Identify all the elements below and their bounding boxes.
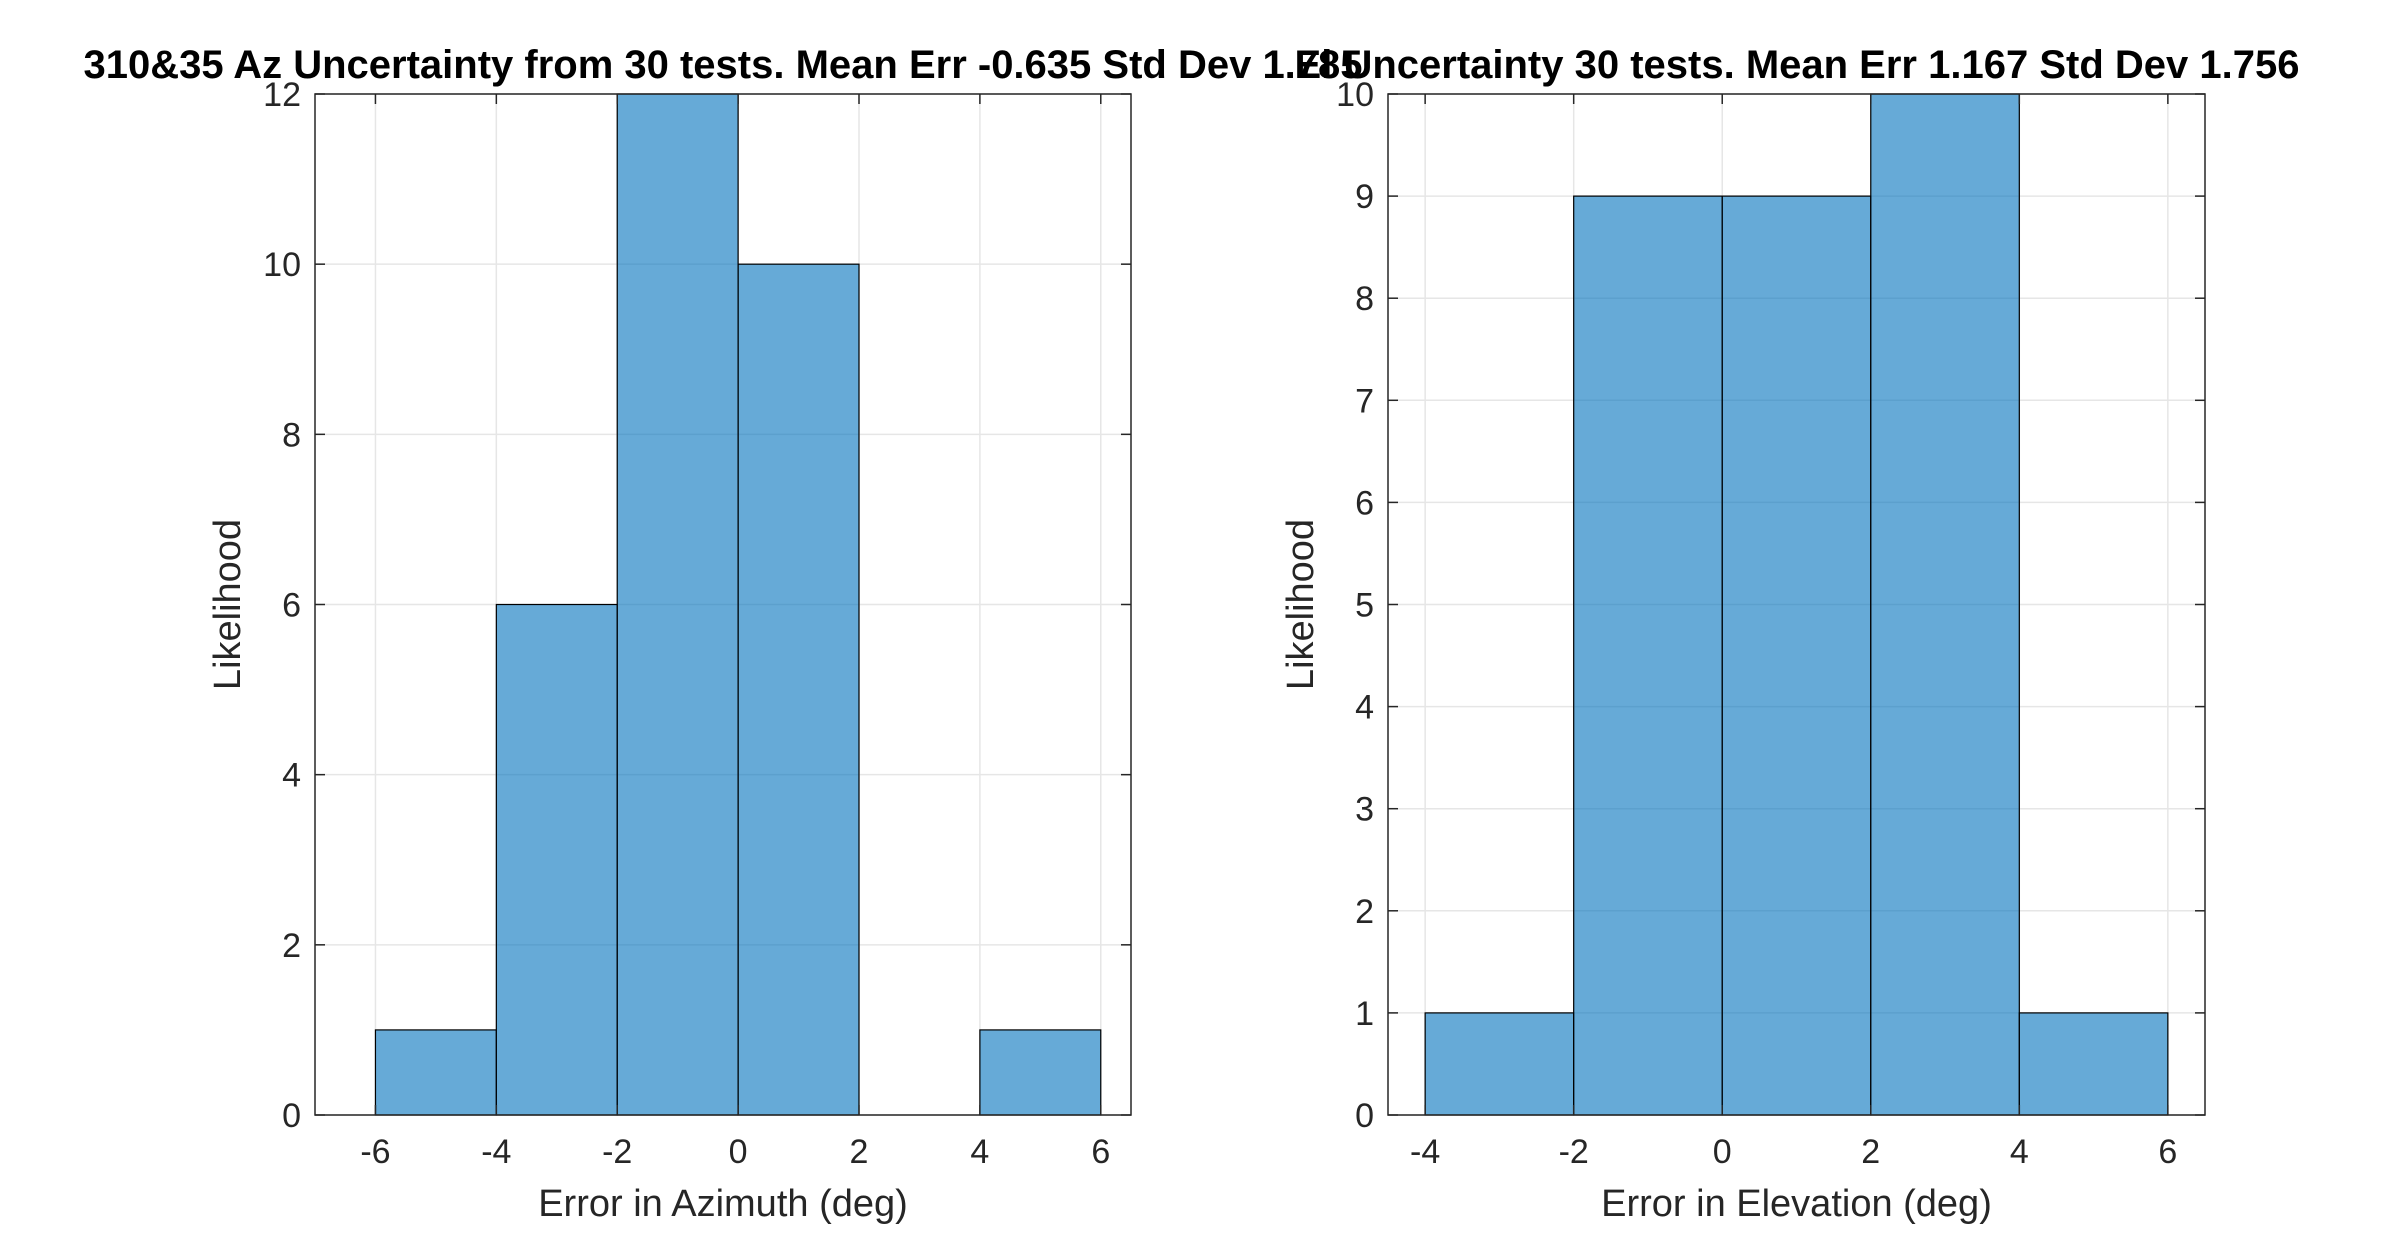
az-histogram-bar <box>616 93 739 1116</box>
el-histogram-bar <box>1573 195 1723 1116</box>
el-x-tick-label: 6 <box>2158 1133 2177 1171</box>
el-histogram-bar <box>2018 1012 2169 1116</box>
el-x-tick-label: 4 <box>2010 1133 2029 1171</box>
az-x-tick-label: 4 <box>970 1133 989 1171</box>
az-y-tick-label: 8 <box>282 416 301 454</box>
az-y-tick-label: 6 <box>282 587 301 625</box>
az-x-tick-label: -2 <box>602 1133 632 1171</box>
az-histogram-bar <box>495 603 618 1116</box>
el-x-tick-label: 2 <box>1861 1133 1880 1171</box>
az-y-tick-label: 0 <box>282 1097 301 1135</box>
el-y-tick-label: 2 <box>1355 893 1374 931</box>
el-histogram-bar <box>1870 93 2020 1116</box>
el-chart-title: El Uncertainty 30 tests. Mean Err 1.167 … <box>1295 43 2300 87</box>
el-x-tick-label: -4 <box>1410 1133 1440 1171</box>
az-x-tick-label: -6 <box>360 1133 390 1171</box>
az-histogram-bar <box>374 1029 497 1116</box>
azimuth-histogram-panel: -6 -4 -2 0 2 4 6 0 2 4 6 8 10 12 Error in Azimuth (deg… <box>83 43 1362 1225</box>
el-y-tick-label: 0 <box>1355 1097 1374 1135</box>
el-y-tick-label: 9 <box>1355 178 1374 216</box>
az-y-axis-label: Likelihood <box>207 519 249 690</box>
el-histogram-bar <box>1721 195 1872 1116</box>
el-y-tick-label: 1 <box>1355 995 1374 1033</box>
az-x-tick-label: 0 <box>729 1133 748 1171</box>
az-y-tick-label: 2 <box>282 927 301 965</box>
el-y-tick-label: 6 <box>1355 484 1374 522</box>
az-histogram-bar <box>737 263 860 1116</box>
el-x-tick-label: 0 <box>1713 1133 1732 1171</box>
el-x-axis-label: Error in Elevation (deg) <box>1601 1183 1992 1225</box>
elevation-histogram-panel: -4 -2 0 2 4 6 0 1 2 3 4 5 6 7 8 9 10 Error in Elevation (… <box>1280 43 2299 1225</box>
el-y-axis-label: Likelihood <box>1280 519 1322 690</box>
el-x-tick-label: -2 <box>1559 1133 1589 1171</box>
az-x-tick-label: 2 <box>850 1133 869 1171</box>
az-histogram-bar <box>979 1029 1102 1116</box>
az-x-tick-label: 6 <box>1091 1133 1110 1171</box>
el-y-tick-label: 8 <box>1355 280 1374 318</box>
el-histogram-bar <box>1424 1012 1575 1116</box>
az-x-axis-label: Error in Azimuth (deg) <box>538 1183 908 1225</box>
el-y-tick-label: 4 <box>1355 689 1374 727</box>
el-y-tick-label: 10 <box>1336 76 1374 114</box>
az-y-tick-label: 4 <box>282 757 301 795</box>
az-y-tick-label: 12 <box>263 76 301 114</box>
az-x-tick-label: -4 <box>481 1133 511 1171</box>
az-y-tick-label: 10 <box>263 246 301 284</box>
el-y-tick-label: 7 <box>1355 382 1374 420</box>
el-y-tick-label: 5 <box>1355 587 1374 625</box>
az-chart-title: 310&35 Az Uncertainty from 30 tests. Mea… <box>83 43 1362 87</box>
el-y-tick-label: 3 <box>1355 791 1374 829</box>
